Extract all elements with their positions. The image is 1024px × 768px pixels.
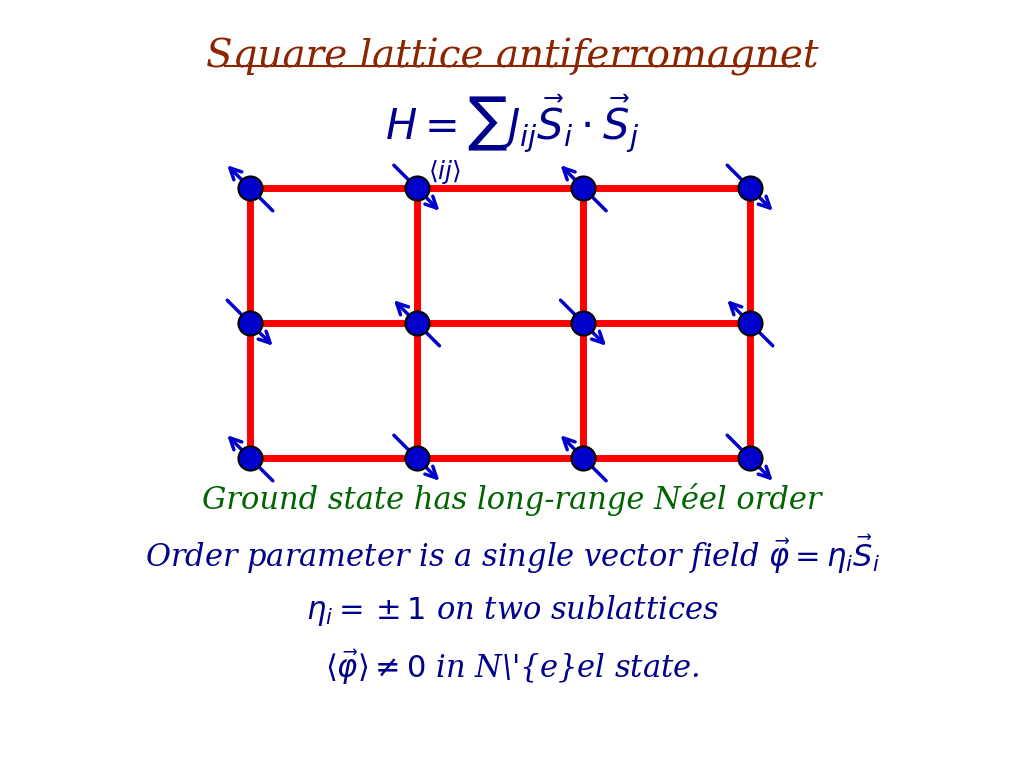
Text: Ground state has long-range Néel order: Ground state has long-range Néel order <box>203 483 821 516</box>
Text: $\langle ij\rangle$: $\langle ij\rangle$ <box>428 158 462 186</box>
Text: $\langle\vec{\varphi}\rangle \neq 0$ in N\'{e}el state.: $\langle\vec{\varphi}\rangle \neq 0$ in … <box>325 648 699 687</box>
Point <box>575 317 592 329</box>
Point <box>242 317 258 329</box>
Point <box>409 317 425 329</box>
Text: $H = \sum J_{ij}\vec{S}_i \cdot \vec{S}_j$: $H = \sum J_{ij}\vec{S}_i \cdot \vec{S}_… <box>385 93 639 155</box>
Point <box>409 182 425 194</box>
Point <box>575 452 592 464</box>
Point <box>741 317 758 329</box>
Point <box>741 452 758 464</box>
Point <box>242 452 258 464</box>
Text: Square lattice antiferromagnet: Square lattice antiferromagnet <box>206 38 818 76</box>
Point <box>741 182 758 194</box>
Point <box>242 182 258 194</box>
Point <box>575 182 592 194</box>
Text: Order parameter is a single vector field $\vec{\varphi} = \eta_i \vec{S}_i$: Order parameter is a single vector field… <box>144 533 880 576</box>
Point <box>409 452 425 464</box>
Text: $\eta_i = \pm 1$ on two sublattices: $\eta_i = \pm 1$ on two sublattices <box>305 593 719 628</box>
